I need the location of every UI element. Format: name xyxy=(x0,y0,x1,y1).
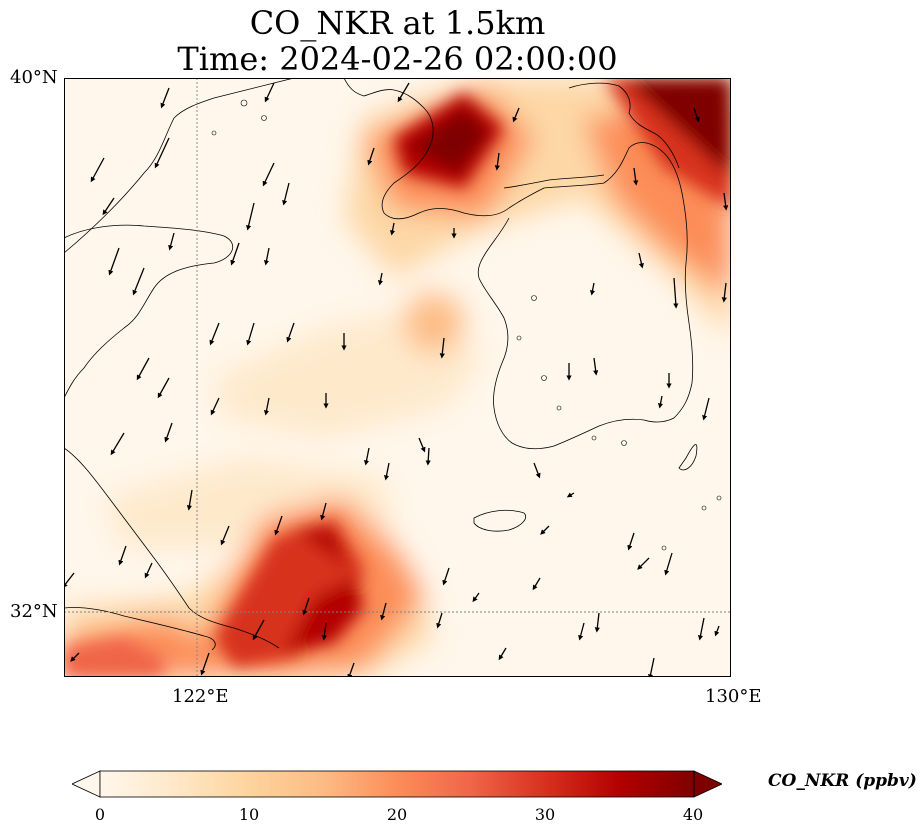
colorbar-tick-10: 10 xyxy=(238,805,260,824)
map-time-subtitle: Time: 2024-02-26 02:00:00 xyxy=(177,40,618,78)
colorbar-tick-0: 0 xyxy=(94,805,106,824)
co-field-core xyxy=(64,78,731,677)
colorbar-tick-40: 40 xyxy=(682,805,704,824)
map-panel xyxy=(64,78,731,677)
colorbar-tick-20: 20 xyxy=(386,805,408,824)
islands xyxy=(211,99,722,551)
coastlines xyxy=(64,78,698,651)
lat-tick-32: 32°N xyxy=(10,601,58,622)
wind-vectors xyxy=(64,82,729,677)
map-svg xyxy=(64,78,731,677)
colorbar-tick-30: 30 xyxy=(534,805,556,824)
colorbar-max-extend xyxy=(693,770,723,798)
colorbar-min-extend xyxy=(71,770,101,798)
map-title: CO_NKR at 1.5km xyxy=(249,4,546,42)
lat-tick-40: 40°N xyxy=(10,67,58,88)
lon-tick-122: 122°E xyxy=(172,686,229,707)
gridlines xyxy=(64,78,731,677)
colorbar xyxy=(71,770,723,798)
colorbar-gradient xyxy=(100,771,694,797)
map-border xyxy=(64,78,731,677)
colorbar-label: CO_NKR (ppbv) xyxy=(768,771,917,791)
lon-tick-130: 130°E xyxy=(705,686,762,707)
